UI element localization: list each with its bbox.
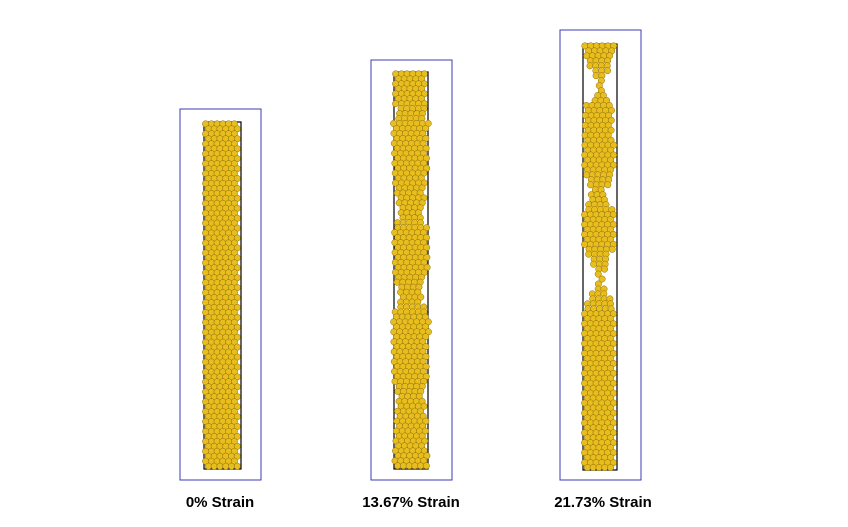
atom bbox=[604, 67, 611, 75]
atom bbox=[581, 240, 589, 248]
atom bbox=[417, 293, 425, 301]
caption-13-percent: 13.67% Strain bbox=[362, 494, 460, 511]
atom bbox=[598, 275, 606, 283]
atom bbox=[394, 462, 402, 470]
atom bbox=[420, 402, 428, 410]
atom bbox=[233, 462, 241, 470]
atom bbox=[417, 462, 425, 470]
atom bbox=[422, 417, 430, 425]
atom bbox=[411, 462, 419, 470]
atom bbox=[392, 100, 400, 108]
atom bbox=[608, 106, 615, 114]
bounding-box-0 bbox=[179, 108, 262, 481]
caption-0-percent: 0% Strain bbox=[185, 494, 255, 511]
atom bbox=[423, 452, 431, 460]
atom bbox=[601, 265, 608, 273]
atom bbox=[205, 462, 212, 470]
atom bbox=[216, 462, 224, 470]
atom bbox=[607, 464, 614, 471]
nanowire-atoms-21 bbox=[581, 42, 618, 471]
panel-21-percent bbox=[559, 29, 642, 481]
bounding-box-13 bbox=[370, 59, 453, 481]
bounding-box-21 bbox=[559, 29, 642, 481]
atom bbox=[405, 462, 413, 470]
atom bbox=[610, 141, 618, 149]
atom bbox=[595, 464, 603, 471]
atom bbox=[393, 278, 401, 286]
atom bbox=[594, 270, 602, 278]
atom bbox=[583, 171, 591, 179]
atom bbox=[210, 462, 218, 470]
atom bbox=[586, 62, 594, 70]
atom bbox=[421, 427, 429, 435]
atom bbox=[585, 250, 593, 258]
atom bbox=[399, 462, 407, 470]
atom bbox=[607, 116, 615, 124]
atom bbox=[601, 464, 609, 471]
caption-21-percent: 21.73% Strain bbox=[554, 494, 652, 511]
atom bbox=[422, 462, 430, 470]
atom bbox=[589, 464, 597, 471]
atom bbox=[604, 181, 612, 189]
atom bbox=[421, 437, 429, 445]
panel-13-percent bbox=[370, 59, 453, 481]
panel-0-percent bbox=[179, 108, 262, 481]
nanowire-atoms-13 bbox=[390, 70, 432, 470]
atom bbox=[587, 181, 594, 189]
atom bbox=[592, 72, 600, 80]
nanowire-atoms-0 bbox=[202, 120, 241, 470]
atom bbox=[222, 462, 230, 470]
atom bbox=[590, 260, 598, 268]
atom bbox=[608, 245, 616, 253]
atom bbox=[228, 462, 235, 470]
atom bbox=[584, 464, 591, 471]
